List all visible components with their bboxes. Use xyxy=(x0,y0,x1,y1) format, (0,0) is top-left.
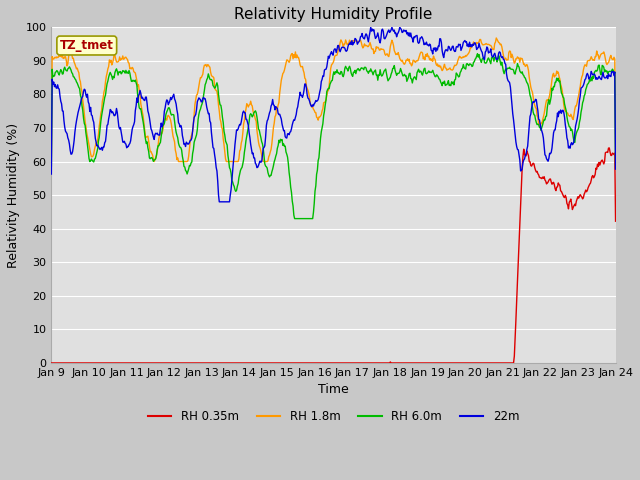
Title: Relativity Humidity Profile: Relativity Humidity Profile xyxy=(234,7,433,22)
Legend: RH 0.35m, RH 1.8m, RH 6.0m, 22m: RH 0.35m, RH 1.8m, RH 6.0m, 22m xyxy=(143,405,524,428)
Text: TZ_tmet: TZ_tmet xyxy=(60,39,114,52)
Y-axis label: Relativity Humidity (%): Relativity Humidity (%) xyxy=(7,122,20,268)
X-axis label: Time: Time xyxy=(318,384,349,396)
